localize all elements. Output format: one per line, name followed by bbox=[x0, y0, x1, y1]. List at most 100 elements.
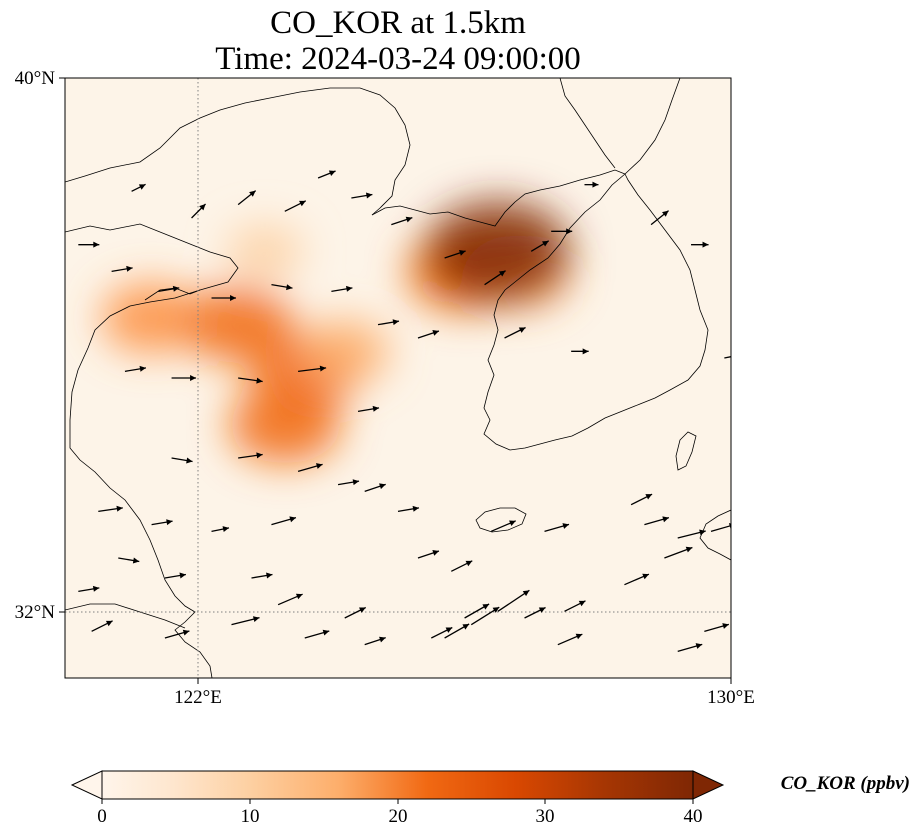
wind-arrow-41 bbox=[397, 505, 420, 512]
wind-arrow-66 bbox=[544, 523, 570, 532]
lon-label-130e: 130°E bbox=[707, 687, 755, 708]
wind-arrow-47 bbox=[277, 593, 303, 606]
wind-arrow-35 bbox=[364, 483, 386, 492]
wind-arrow-59 bbox=[444, 623, 470, 639]
plume-8 bbox=[425, 200, 570, 302]
wind-arrow-51 bbox=[524, 606, 546, 619]
korea-east-coastline-north bbox=[624, 78, 681, 175]
colorbar-tick-10: 10 bbox=[241, 806, 260, 827]
lat-label-40n: 40°N bbox=[15, 68, 56, 89]
wind-arrow-13 bbox=[650, 210, 669, 226]
wind-arrow-36 bbox=[98, 505, 123, 512]
korea-north-inland-border bbox=[559, 78, 616, 169]
wind-arrow-62 bbox=[557, 633, 583, 646]
wind-arrow-61 bbox=[497, 589, 530, 612]
wind-arrow-70 bbox=[730, 510, 731, 512]
wind-arrow-54 bbox=[91, 620, 113, 632]
wind-arrow-10 bbox=[530, 240, 550, 252]
wind-arrow-50 bbox=[464, 603, 490, 619]
colorbar: 0 10 20 30 40 CO_KOR (ppbv) bbox=[70, 770, 910, 827]
tsushima-island bbox=[675, 431, 697, 471]
kyushu-coastline bbox=[699, 509, 731, 561]
plume-0 bbox=[101, 283, 202, 353]
wind-arrow-30 bbox=[298, 365, 327, 372]
wind-arrow-64 bbox=[664, 546, 693, 559]
yangtze-mouth bbox=[65, 603, 186, 629]
map-title: CO_KOR at 1.5km bbox=[270, 5, 526, 41]
colorbar-extend-max bbox=[692, 770, 725, 800]
wind-arrow-22 bbox=[377, 319, 400, 326]
wind-arrow-67 bbox=[490, 520, 516, 532]
wind-arrow-14 bbox=[691, 241, 709, 248]
wind-arrow-15 bbox=[730, 231, 731, 232]
wind-arrow-25 bbox=[571, 348, 589, 355]
wind-arrow-37 bbox=[151, 519, 173, 526]
colorbar-tick-0: 0 bbox=[97, 806, 107, 827]
wind-arrow-11 bbox=[551, 228, 573, 235]
wind-arrow-23 bbox=[417, 330, 440, 339]
map-frame bbox=[64, 77, 732, 679]
wind-arrow-38 bbox=[211, 526, 230, 532]
wind-arrow-52 bbox=[564, 600, 586, 612]
wind-arrow-7 bbox=[391, 216, 413, 226]
plume-3 bbox=[229, 385, 341, 464]
wind-vectors bbox=[78, 170, 745, 652]
wind-arrow-68 bbox=[677, 529, 706, 539]
wind-arrow-16 bbox=[731, 195, 745, 201]
colorbar-ticks bbox=[101, 799, 694, 804]
colorbar-tick-40: 40 bbox=[684, 806, 703, 827]
wind-arrow-31 bbox=[357, 405, 380, 412]
wind-arrow-72 bbox=[630, 493, 653, 506]
wind-arrow-42 bbox=[417, 550, 440, 559]
wind-arrow-55 bbox=[164, 629, 190, 639]
wind-arrow-45 bbox=[164, 572, 187, 579]
wind-arrow-34 bbox=[297, 463, 323, 472]
wind-arrow-4 bbox=[284, 200, 307, 212]
map-subtitle-time: Time: 2024-03-24 09:00:00 bbox=[215, 41, 581, 77]
wind-arrow-26 bbox=[724, 356, 731, 359]
wind-arrow-29 bbox=[238, 377, 263, 384]
wind-arrow-33 bbox=[238, 452, 263, 459]
wind-arrow-56 bbox=[231, 616, 260, 626]
wind-arrow-3 bbox=[237, 190, 257, 206]
liaodong-coastline bbox=[65, 87, 411, 216]
wind-arrow-21 bbox=[331, 285, 353, 292]
lat-label-32n: 32°N bbox=[15, 602, 56, 623]
wind-arrow-48 bbox=[344, 606, 367, 619]
wind-arrow-40 bbox=[337, 479, 360, 486]
plume-4 bbox=[299, 319, 391, 384]
wind-arrow-12 bbox=[584, 181, 599, 188]
wind-arrow-69 bbox=[710, 523, 731, 532]
coastlines bbox=[65, 78, 731, 678]
wind-arrow-71 bbox=[677, 643, 703, 652]
jeju-island bbox=[475, 507, 527, 533]
wind-arrow-53 bbox=[78, 585, 100, 592]
wind-arrow-73 bbox=[704, 623, 730, 632]
wind-arrow-28 bbox=[171, 375, 197, 381]
wind-arrow-49 bbox=[431, 626, 453, 639]
wind-arrow-63 bbox=[624, 573, 650, 586]
wind-arrow-27 bbox=[124, 365, 147, 372]
colorbar-label: CO_KOR (ppbv) bbox=[781, 773, 910, 794]
wind-arrow-17 bbox=[111, 265, 133, 272]
wind-arrow-46 bbox=[251, 572, 273, 579]
co-concentration-field bbox=[101, 200, 571, 464]
wind-arrow-5 bbox=[317, 170, 336, 179]
colorbar-extend-min bbox=[70, 770, 103, 800]
wind-arrow-20 bbox=[271, 284, 293, 291]
plume-1 bbox=[183, 286, 293, 363]
wind-arrow-32 bbox=[171, 457, 193, 464]
wind-arrow-65 bbox=[644, 516, 670, 526]
wind-arrow-57 bbox=[304, 629, 330, 639]
china-east-coastline bbox=[65, 223, 239, 678]
wind-arrow-8 bbox=[444, 250, 466, 259]
korea-west-coastline bbox=[483, 173, 709, 451]
wind-arrow-18 bbox=[158, 285, 180, 292]
liaodong-south-coast bbox=[371, 169, 626, 227]
plume-5 bbox=[225, 224, 304, 279]
wind-arrow-44 bbox=[118, 557, 140, 564]
wind-arrow-39 bbox=[271, 516, 297, 526]
colorbar-bar bbox=[101, 770, 694, 800]
colorbar-tick-20: 20 bbox=[389, 806, 408, 827]
